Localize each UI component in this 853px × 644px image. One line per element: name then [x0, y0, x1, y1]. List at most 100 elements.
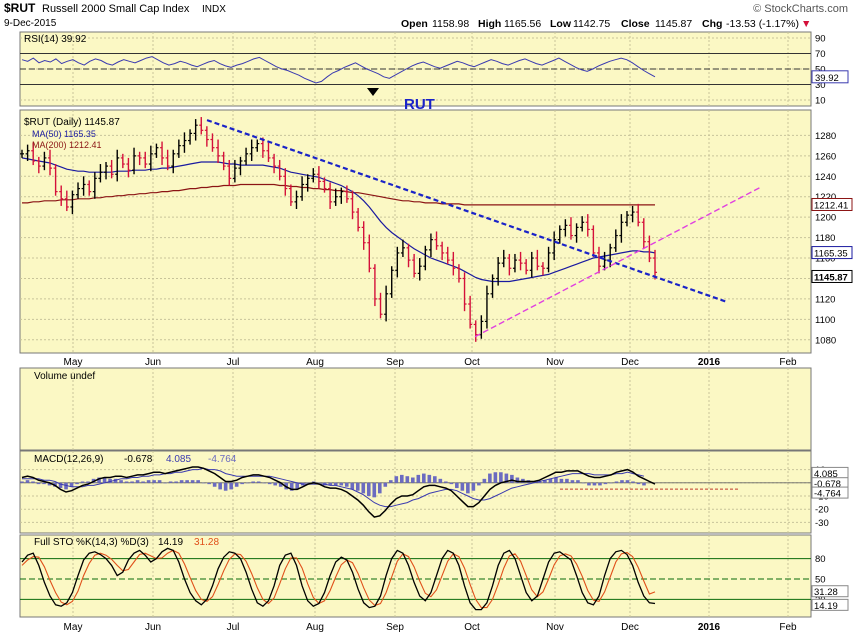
rsi-value-box	[811, 70, 849, 84]
date-label: 9-Dec-2015	[4, 18, 57, 29]
low-label: Low	[550, 18, 572, 30]
macd-hist-bar	[625, 480, 630, 483]
sto-k-line	[21, 547, 656, 611]
sto-tick-label: 80	[815, 554, 826, 565]
macd-hist-bar	[333, 482, 338, 486]
macd-hist-bar	[47, 482, 52, 486]
x-tick-label: Dec	[621, 622, 639, 633]
macd-hist-bar	[163, 482, 167, 484]
macd-hist-bar	[355, 482, 360, 491]
macd-hist-bar	[581, 482, 586, 484]
volume-panel	[19, 367, 812, 451]
macd-legend-hist: -4.764	[208, 454, 237, 465]
x-tick-label: Feb	[779, 357, 797, 368]
macd-hist-bar	[196, 480, 200, 483]
sto-legend-label: Full STO %K(14,3) %D(3)	[34, 537, 149, 548]
x-tick-label: Sep	[386, 357, 404, 368]
macd-hist-bar	[201, 482, 206, 484]
macd-hist-bar	[587, 482, 591, 486]
down-arrow-icon: ▼	[801, 18, 811, 30]
macd-hist-bar	[372, 482, 377, 498]
price-tick-label: 1120	[815, 294, 835, 305]
ma200-line	[22, 183, 655, 206]
price-value-box	[811, 246, 853, 260]
macd-hist-bar	[482, 478, 487, 483]
macd-hist-bar	[471, 482, 476, 491]
macd-hist-bar	[157, 480, 162, 483]
macd-legend-label: MACD(12,26,9)	[34, 454, 103, 465]
macd-hist-bar	[339, 482, 344, 486]
macd-hist-bar	[262, 482, 266, 484]
price-value-label: 1165.35	[814, 249, 848, 260]
macd-hist-bar	[317, 482, 322, 484]
macd-line	[21, 466, 656, 518]
macd-hist-bar	[102, 477, 107, 483]
macd-hist-bar	[559, 478, 564, 483]
price-tick-label: 1260	[815, 151, 836, 162]
macd-hist-bar	[190, 480, 195, 483]
symbol-label: $RUT	[4, 1, 36, 15]
rsi-tick-label: 30	[815, 80, 826, 91]
x-tick-label: Feb	[779, 622, 797, 633]
price-value-label: 1145.87	[814, 272, 848, 283]
macd-hist-bar	[97, 477, 101, 483]
macd-hist-bar	[543, 480, 547, 483]
macd-hist-bar	[416, 474, 421, 483]
macd-hist-bar	[400, 474, 404, 483]
macd-hist-bar	[119, 480, 123, 483]
sto-d-line	[21, 549, 656, 609]
macd-hist-bar	[185, 480, 189, 483]
sto-value-box	[811, 585, 849, 598]
macd-value-label: 4.085	[814, 469, 838, 480]
macd-hist-bar	[422, 473, 426, 483]
volume-legend: Volume undef	[34, 371, 95, 382]
macd-hist-bar	[614, 481, 619, 483]
rsi-value-label: 39.92	[815, 73, 839, 84]
x-tick-label: Jul	[227, 357, 240, 368]
trendline-descending	[206, 119, 728, 304]
close-label: Close	[621, 18, 650, 30]
macd-hist-bar	[240, 482, 244, 485]
macd-hist-bar	[642, 482, 646, 486]
macd-hist-bar	[388, 480, 393, 483]
stochastics-panel	[19, 534, 812, 618]
macd-hist-bar	[152, 480, 156, 483]
x-tick-label: 2016	[698, 622, 721, 633]
macd-hist-bar	[207, 482, 211, 485]
rut-annotation: RUT	[404, 96, 435, 113]
macd-hist-bar	[58, 482, 63, 489]
macd-hist-bar	[565, 478, 569, 483]
macd-hist-bar	[598, 482, 602, 486]
axes-layer: May May Jun Jun Jul Jul Aug Aug Sep Sep Oct Oct Nov N…	[64, 34, 853, 633]
ma50-legend: MA(50) 1165.35	[32, 129, 96, 139]
rsi-oversold-marker	[367, 88, 379, 96]
macd-hist-bar	[278, 482, 283, 487]
macd-hist-bar	[504, 473, 509, 483]
macd-hist-bar	[289, 482, 294, 491]
macd-hist-bar	[499, 472, 503, 483]
macd-hist-bar	[631, 481, 635, 483]
ma50-line	[21, 157, 656, 283]
macd-hist-bar	[510, 474, 514, 483]
ma200-legend: MA(200) 1212.41	[32, 140, 102, 150]
sto-value-label: 14.19	[814, 601, 838, 612]
macd-signal-line	[22, 467, 645, 508]
macd-hist-bar	[75, 482, 79, 485]
macd-hist-bar	[174, 481, 178, 483]
sto-legend-d: 31.28	[194, 537, 219, 548]
price-legend: $RUT (Daily) 1145.87	[24, 117, 120, 128]
x-tick-label: May	[64, 622, 83, 633]
macd-hist-bar	[438, 478, 443, 483]
grid-layer	[20, 32, 811, 617]
macd-value-label: -0.678	[814, 479, 841, 490]
chg-label: Chg	[702, 18, 722, 30]
price-value-label: 1212.41	[814, 200, 848, 211]
low-value: 1142.75	[573, 18, 610, 30]
macd-hist-bar	[377, 482, 382, 494]
x-tick-label: 2016	[698, 357, 721, 368]
sto-legend: Full STO %K(14,3) %D(3) 14.19 31.28	[34, 537, 219, 548]
x-tick-label: Aug	[306, 357, 324, 368]
macd-hist-bar	[466, 482, 470, 494]
macd-hist-bar	[64, 482, 68, 490]
macd-hist-bar	[570, 480, 575, 483]
